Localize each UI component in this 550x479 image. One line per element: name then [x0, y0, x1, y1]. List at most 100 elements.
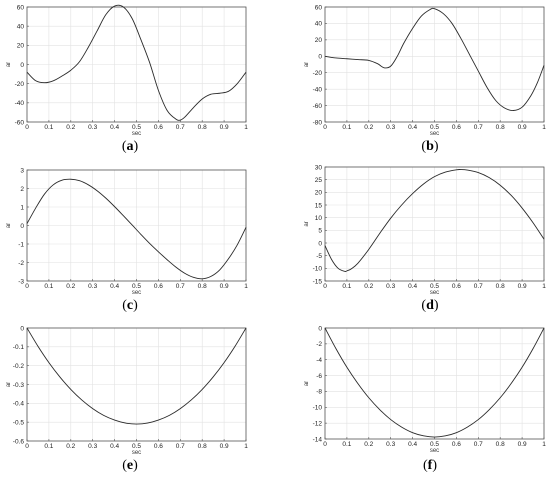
y-tick-label: 0 — [20, 325, 24, 332]
x-tick-label: 0 — [323, 441, 327, 448]
x-tick-label: 0.1 — [342, 124, 351, 131]
y-tick-label: -0.3 — [13, 382, 25, 389]
y-tick-label: 0 — [20, 223, 24, 230]
y-tick-label: -6 — [316, 373, 322, 380]
x-tick-label: 0.2 — [364, 441, 373, 448]
y-tick-label: 15 — [315, 202, 323, 209]
x-tick-label: 0.6 — [154, 283, 163, 290]
x-tick-label: 1 — [244, 443, 248, 450]
y-tick-label: -8 — [316, 389, 322, 396]
x-tick-label: 0.3 — [88, 283, 97, 290]
series-line — [324, 327, 545, 438]
x-tick-label: 0.5 — [430, 283, 439, 290]
x-tick-label: 0.4 — [408, 441, 417, 448]
x-tick-label: 0.3 — [386, 283, 395, 290]
x-tick-label: 0.1 — [44, 124, 53, 131]
x-tick-label: 0.6 — [452, 124, 461, 131]
x-tick-label: 0.3 — [386, 124, 395, 131]
x-tick-label: 0 — [25, 443, 29, 450]
x-axis-label: sec — [132, 450, 141, 456]
y-tick-label: 30 — [315, 164, 323, 171]
y-tick-label: -20 — [313, 70, 323, 77]
series-line — [26, 178, 247, 280]
y-tick-label: -2 — [18, 260, 24, 267]
x-tick-label: 1 — [244, 124, 248, 131]
y-tick-label: -0.6 — [13, 438, 25, 445]
y-tick-label: -5 — [316, 253, 322, 260]
x-tick-label: 0.3 — [88, 443, 97, 450]
y-axis-label: ar — [6, 382, 12, 387]
x-tick-label: 0.5 — [430, 124, 439, 131]
x-tick-label: 0.5 — [132, 124, 141, 131]
x-tick-label: 1 — [542, 283, 546, 290]
x-tick-label: 0.6 — [452, 441, 461, 448]
x-tick-label: 0.7 — [474, 124, 483, 131]
y-tick-label: 60 — [315, 4, 323, 11]
x-tick-label: 0.9 — [518, 283, 527, 290]
y-tick-label: 0 — [318, 54, 322, 61]
x-tick-label: 0.7 — [474, 441, 483, 448]
y-tick-label: -10 — [313, 266, 323, 273]
x-tick-label: 0.8 — [198, 124, 207, 131]
y-tick-label: -4 — [316, 357, 322, 364]
x-tick-label: 0.9 — [220, 124, 229, 131]
x-tick-label: 0.1 — [44, 443, 53, 450]
y-tick-label: 0 — [20, 62, 24, 69]
x-tick-label: 0.4 — [110, 283, 119, 290]
x-tick-label: 0.7 — [176, 283, 185, 290]
y-tick-label: 20 — [315, 190, 323, 197]
y-tick-label: -2 — [316, 341, 322, 348]
y-tick-label: -12 — [313, 420, 323, 427]
x-tick-label: 0.5 — [132, 443, 141, 450]
x-tick-label: 0.9 — [518, 124, 527, 131]
y-tick-label: -60 — [15, 119, 25, 126]
x-tick-label: 0.3 — [386, 441, 395, 448]
series-line — [324, 7, 545, 111]
y-axis-label: ar — [304, 62, 310, 67]
x-tick-label: 0 — [25, 283, 29, 290]
x-tick-label: 0.4 — [110, 124, 119, 131]
x-axis-label: sec — [132, 290, 141, 296]
x-tick-label: 0.3 — [88, 124, 97, 131]
x-tick-label: 0.1 — [342, 441, 351, 448]
y-tick-label: 0 — [318, 325, 322, 332]
x-tick-label: 0.2 — [364, 283, 373, 290]
x-tick-label: 0.2 — [66, 443, 75, 450]
y-tick-label: 1 — [20, 204, 24, 211]
y-tick-label: -40 — [313, 86, 323, 93]
x-tick-label: 1 — [244, 283, 248, 290]
y-tick-label: -0.4 — [13, 401, 25, 408]
x-axis-label: sec — [430, 131, 439, 137]
x-tick-label: 0.8 — [496, 124, 505, 131]
x-tick-label: 0.9 — [220, 283, 229, 290]
x-tick-label: 0.8 — [496, 283, 505, 290]
panel-caption: (c) — [122, 298, 138, 313]
x-axis-label: sec — [132, 131, 141, 137]
x-tick-label: 0.4 — [110, 443, 119, 450]
x-tick-label: 0.8 — [198, 283, 207, 290]
y-tick-label: 5 — [318, 228, 322, 235]
x-tick-label: 0.2 — [66, 124, 75, 131]
y-tick-label: 0 — [318, 240, 322, 247]
y-tick-label: -1 — [18, 241, 24, 248]
x-tick-label: 0.7 — [176, 124, 185, 131]
chart-panel-c: 0 0.1 0.2 0.3 0.4 0.5 0.6 0.7 0.8 0.9 1 -3 -2 -1 0 1 2 3 s… — [6, 167, 248, 313]
y-tick-label: 60 — [17, 4, 25, 11]
x-tick-label: 0.6 — [452, 283, 461, 290]
x-axis-label: sec — [430, 448, 439, 454]
y-tick-label: -20 — [15, 81, 25, 88]
x-tick-label: 0.1 — [44, 283, 53, 290]
chart-panel-d: 0 0.1 0.2 0.3 0.4 0.5 0.6 0.7 0.8 0.9 1 -15 -10 -5 0 5 1… — [304, 164, 546, 313]
y-tick-label: 40 — [17, 23, 25, 30]
y-tick-label: -80 — [313, 119, 323, 126]
y-tick-label: 3 — [20, 167, 24, 174]
x-tick-label: 0.4 — [408, 124, 417, 131]
x-tick-label: 0.2 — [364, 124, 373, 131]
chart-panel-a: 0 0.1 0.2 0.3 0.4 0.5 0.6 0.7 0.8 0.9 1 -60 -40 -20 0 2… — [6, 4, 248, 154]
x-tick-label: 0.8 — [496, 441, 505, 448]
panel-caption: (f) — [423, 458, 437, 473]
x-tick-label: 0 — [25, 124, 29, 131]
x-tick-label: 0.8 — [198, 443, 207, 450]
panel-caption: (a) — [122, 139, 139, 154]
y-tick-label: -40 — [15, 100, 25, 107]
